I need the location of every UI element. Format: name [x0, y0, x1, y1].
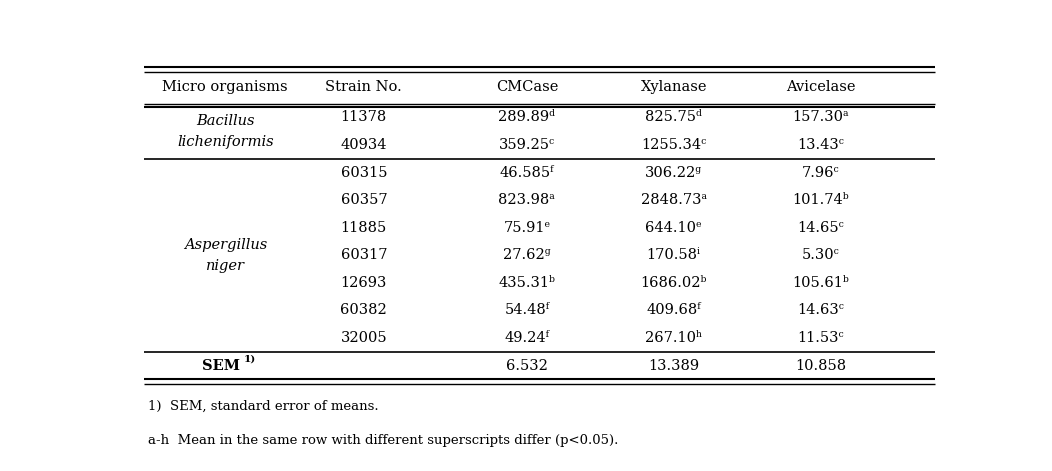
Text: 823.98ᵃ: 823.98ᵃ [499, 193, 555, 207]
Text: 10.858: 10.858 [795, 358, 846, 373]
Text: 13.43ᶜ: 13.43ᶜ [797, 138, 844, 152]
Text: a-h  Mean in the same row with different superscripts differ (p<0.05).: a-h Mean in the same row with different … [147, 434, 619, 447]
Text: 40934: 40934 [341, 138, 387, 152]
Text: 60317: 60317 [341, 248, 387, 262]
Text: 825.75ᵈ: 825.75ᵈ [645, 110, 702, 124]
Text: Aspergillus
niger: Aspergillus niger [184, 238, 267, 273]
Text: Micro organisms: Micro organisms [162, 81, 288, 94]
Text: 54.48ᶠ: 54.48ᶠ [504, 303, 549, 317]
Text: Avicelase: Avicelase [786, 81, 855, 94]
Text: 6.532: 6.532 [506, 358, 548, 373]
Text: 14.65ᶜ: 14.65ᶜ [797, 221, 844, 235]
Text: 105.61ᵇ: 105.61ᵇ [792, 276, 849, 290]
Text: 27.62ᵍ: 27.62ᵍ [503, 248, 551, 262]
Text: 101.74ᵇ: 101.74ᵇ [792, 193, 849, 207]
Text: 267.10ʰ: 267.10ʰ [645, 331, 703, 345]
Text: 2848.73ᵃ: 2848.73ᵃ [641, 193, 707, 207]
Text: 7.96ᶜ: 7.96ᶜ [802, 166, 839, 179]
Text: 1): 1) [244, 355, 256, 364]
Text: CMCase: CMCase [495, 81, 559, 94]
Text: Strain No.: Strain No. [325, 81, 402, 94]
Text: 11.53ᶜ: 11.53ᶜ [797, 331, 844, 345]
Text: 5.30ᶜ: 5.30ᶜ [802, 248, 839, 262]
Text: 60315: 60315 [341, 166, 387, 179]
Text: 60382: 60382 [341, 303, 387, 317]
Text: 1)  SEM, standard error of means.: 1) SEM, standard error of means. [147, 400, 379, 413]
Text: Xylanase: Xylanase [641, 81, 707, 94]
Text: 75.91ᵉ: 75.91ᵉ [503, 221, 550, 235]
Text: 306.22ᵍ: 306.22ᵍ [645, 166, 703, 179]
Text: 49.24ᶠ: 49.24ᶠ [505, 331, 549, 345]
Text: 60357: 60357 [341, 193, 387, 207]
Text: 409.68ᶠ: 409.68ᶠ [646, 303, 701, 317]
Text: 11885: 11885 [341, 221, 387, 235]
Text: 1686.02ᵇ: 1686.02ᵇ [641, 276, 707, 290]
Text: 644.10ᵉ: 644.10ᵉ [645, 221, 702, 235]
Text: 12693: 12693 [341, 276, 387, 290]
Text: 170.58ⁱ: 170.58ⁱ [647, 248, 701, 262]
Text: 157.30ᵃ: 157.30ᵃ [792, 110, 849, 124]
Text: Bacillus
licheniformis: Bacillus licheniformis [177, 114, 274, 148]
Text: 46.585ᶠ: 46.585ᶠ [500, 166, 554, 179]
Text: 435.31ᵇ: 435.31ᵇ [499, 276, 555, 290]
Text: 359.25ᶜ: 359.25ᶜ [499, 138, 555, 152]
Text: 11378: 11378 [341, 110, 387, 124]
Text: 13.389: 13.389 [648, 358, 700, 373]
Text: 14.63ᶜ: 14.63ᶜ [797, 303, 844, 317]
Text: 32005: 32005 [341, 331, 387, 345]
Text: 289.89ᵈ: 289.89ᵈ [499, 110, 555, 124]
Text: SEM: SEM [202, 358, 240, 373]
Text: 1255.34ᶜ: 1255.34ᶜ [641, 138, 706, 152]
